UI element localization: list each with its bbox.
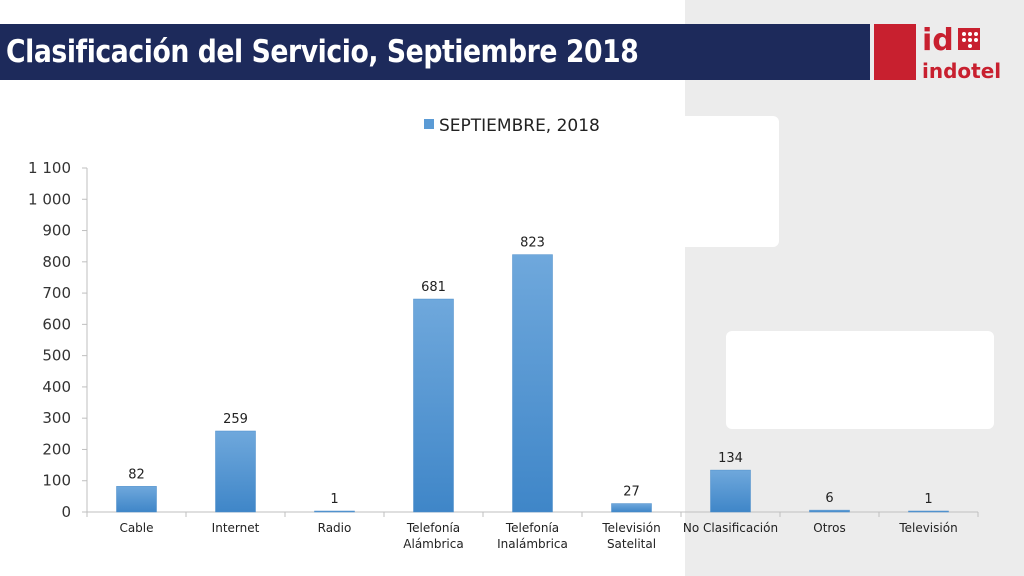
y-tick-label: 700 [42, 284, 71, 302]
bar-data-label: 134 [718, 451, 743, 466]
slide-title: Clasificación del Servicio, Septiembre 2… [6, 34, 639, 70]
x-category-label: Telefonía Alámbrica [403, 521, 463, 551]
bar-data-label: 27 [623, 485, 640, 500]
y-tick-label: 600 [42, 315, 71, 333]
x-category-label: Televisión [898, 521, 957, 535]
chart-svg: SEPTIEMBRE, 2018 0 100 200 300 400 500 600 700 8… [28, 116, 979, 551]
x-category-label: Cable [119, 521, 153, 535]
x-category-label: Internet [212, 521, 260, 535]
background-notch [685, 116, 779, 247]
bar-chart: SEPTIEMBRE, 2018 0 100 200 300 400 500 600 700 8… [0, 100, 1000, 560]
y-tick-label: 800 [42, 253, 71, 271]
bar [512, 254, 553, 513]
bar [215, 430, 256, 513]
bar [908, 510, 949, 513]
y-tick-label: 0 [61, 503, 71, 521]
x-category-label: Televisión Satelital [601, 521, 660, 551]
bar-data-label: 1 [330, 492, 338, 507]
logo-id-text: id [922, 23, 954, 58]
y-tick-label: 1 000 [28, 190, 71, 208]
logo-red-block [874, 24, 916, 80]
bar-data-label: 259 [223, 412, 248, 427]
bar-data-label: 82 [128, 467, 145, 482]
y-tick-label: 900 [42, 222, 71, 240]
y-tick-label: 300 [42, 409, 71, 427]
bar [611, 503, 652, 513]
chart-legend: SEPTIEMBRE, 2018 [424, 116, 600, 136]
legend-swatch [424, 119, 434, 129]
x-category-label: Radio [318, 521, 352, 535]
y-tick-label: 100 [42, 472, 71, 490]
bar [809, 509, 850, 513]
x-category-label: Otros [813, 521, 845, 535]
y-tick-label: 500 [42, 347, 71, 365]
bar-data-label: 1 [924, 492, 932, 507]
y-tick-label: 400 [42, 378, 71, 396]
bar-data-label: 823 [520, 236, 545, 251]
y-axis: 0 100 200 300 400 500 600 700 800 900 1 000 1 100 [28, 159, 88, 521]
legend-label: SEPTIEMBRE, 2018 [439, 116, 600, 136]
bars: 82 259 1 681 823 27 134 6 1 [116, 236, 949, 513]
bar-data-label: 6 [825, 491, 833, 506]
x-category-label: Telefonía Inalámbrica [497, 521, 568, 551]
logo-indotel-text: indotel [922, 59, 1001, 82]
bar [314, 510, 355, 513]
bar [413, 298, 454, 513]
bar [116, 486, 157, 513]
title-bar: Clasificación del Servicio, Septiembre 2… [0, 24, 870, 80]
background-box [726, 331, 994, 429]
bar-data-label: 681 [421, 280, 446, 295]
y-tick-label: 1 100 [28, 159, 71, 177]
x-category-label: No Clasificación [683, 521, 778, 535]
bar [710, 469, 751, 513]
y-tick-label: 200 [42, 440, 71, 458]
indotel-logo: id indotel [874, 22, 1004, 83]
x-axis: Cable Internet Radio Telefonía Alámbrica Tele… [86, 511, 979, 551]
